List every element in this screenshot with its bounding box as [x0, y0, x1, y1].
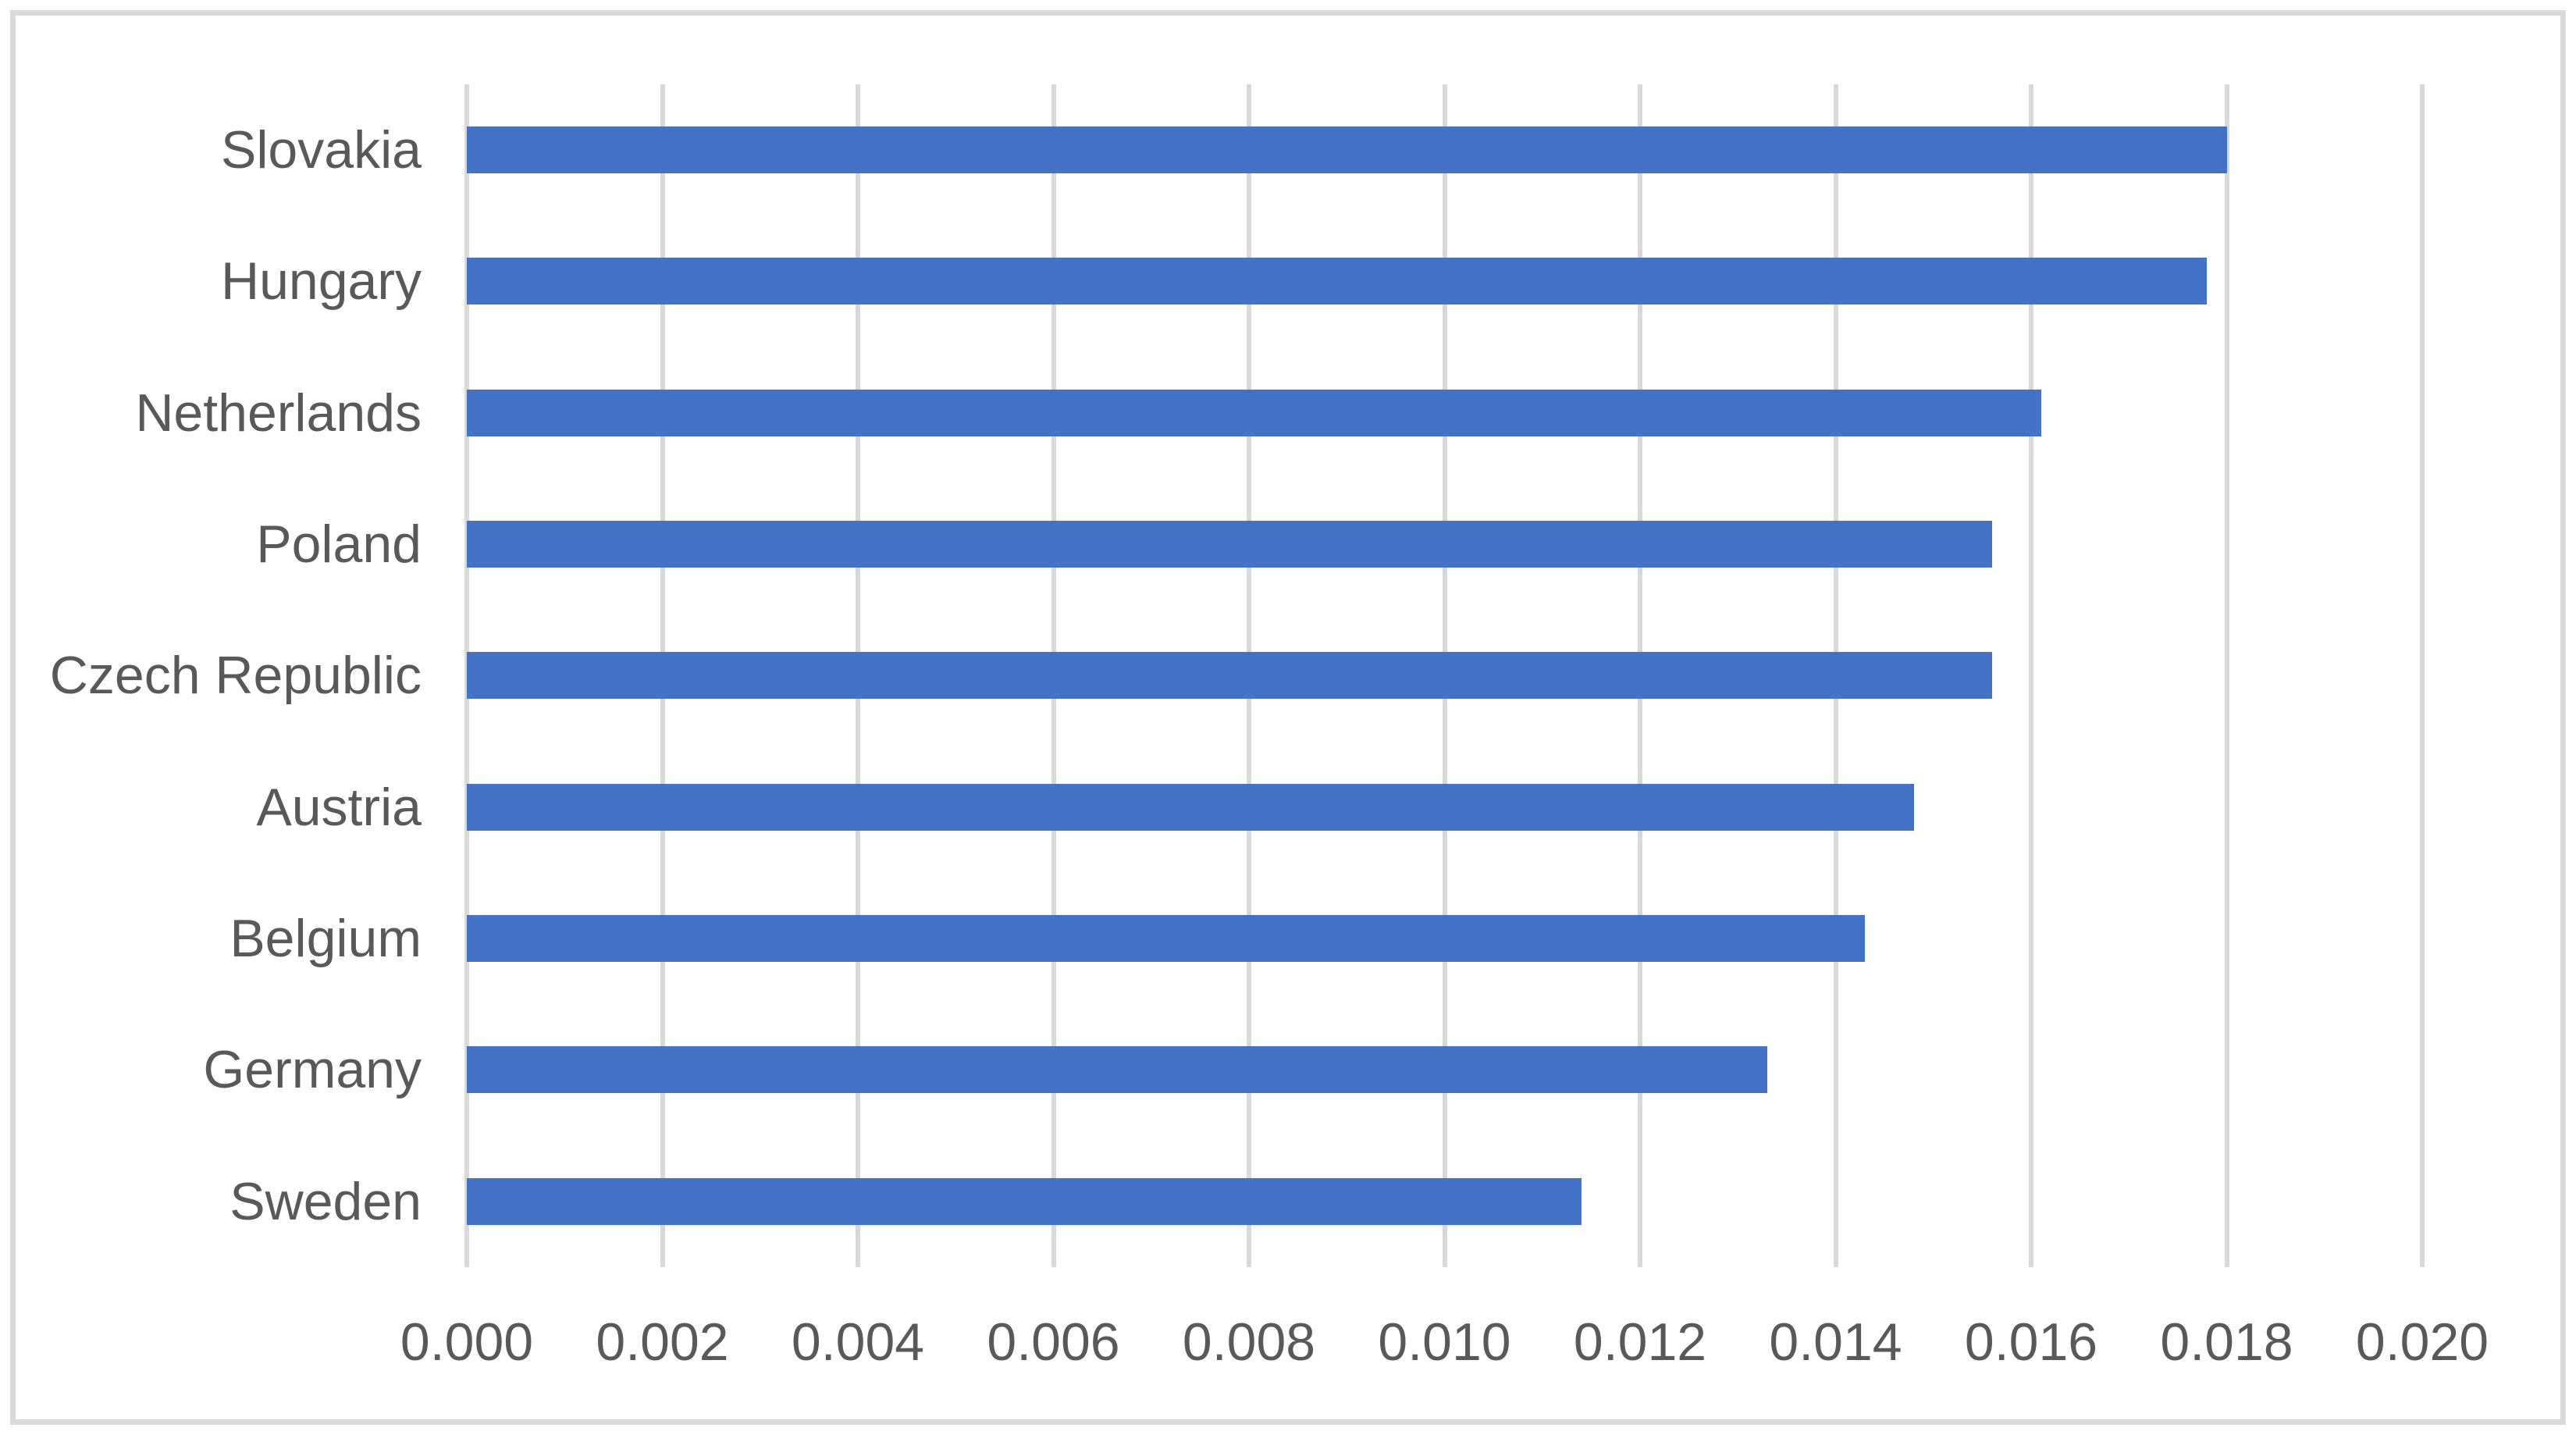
bar-row: [467, 873, 2422, 1004]
bar-row: [467, 84, 2422, 215]
bar-poland: [467, 521, 1992, 568]
category-label: Poland: [256, 515, 422, 575]
x-tick-label: 0.004: [791, 1312, 925, 1372]
bar-series: [467, 84, 2422, 1267]
value-axis: 0.000 0.002 0.004 0.006 0.008 0.010 0.012 0.014…: [400, 1309, 2489, 1380]
category-label: Czech Republic: [49, 646, 422, 706]
category-label: Sweden: [229, 1171, 422, 1231]
bar-sweden: [467, 1177, 1582, 1225]
category-label: Hungary: [220, 251, 422, 312]
x-tick-label: 0.018: [2160, 1312, 2293, 1372]
bar-row: [467, 1004, 2422, 1135]
x-tick-label: 0.014: [1769, 1312, 1902, 1372]
category-axis: Slovakia Hungary Netherlands Poland Czech Re…: [0, 84, 422, 1267]
x-tick-label: 0.020: [2355, 1312, 2489, 1372]
bar-netherlands: [467, 389, 2041, 436]
x-tick-label: 0.012: [1573, 1312, 1707, 1372]
category-label: Slovakia: [220, 120, 422, 180]
x-tick-label: 0.002: [596, 1312, 729, 1372]
gridline: [2420, 84, 2425, 1267]
bar-row: [467, 479, 2422, 610]
gridline: [2029, 84, 2033, 1267]
category-label: Germany: [203, 1040, 422, 1100]
bar-belgium: [467, 915, 1866, 963]
plot-area: [464, 84, 2425, 1267]
x-tick-label: 0.000: [400, 1312, 534, 1372]
x-tick-label: 0.010: [1378, 1312, 1511, 1372]
bar-hungary: [467, 258, 2208, 305]
bar-row: [467, 347, 2422, 479]
category-label: Austria: [256, 777, 422, 837]
gridline: [2224, 84, 2229, 1267]
x-tick-label: 0.016: [1964, 1312, 2098, 1372]
bar-row: [467, 610, 2422, 741]
x-tick-label: 0.006: [987, 1312, 1120, 1372]
category-label: Netherlands: [135, 383, 422, 443]
bar-row: [467, 742, 2422, 873]
bar-austria: [467, 783, 1914, 831]
bar-germany: [467, 1046, 1767, 1094]
bar-row: [467, 1136, 2422, 1267]
bar-row: [467, 215, 2422, 347]
chart-border: [10, 10, 2566, 1425]
category-label: Belgium: [229, 909, 422, 969]
bar-czech-republic: [467, 652, 1992, 700]
bar-slovakia: [467, 126, 2227, 174]
x-tick-label: 0.008: [1182, 1312, 1316, 1372]
